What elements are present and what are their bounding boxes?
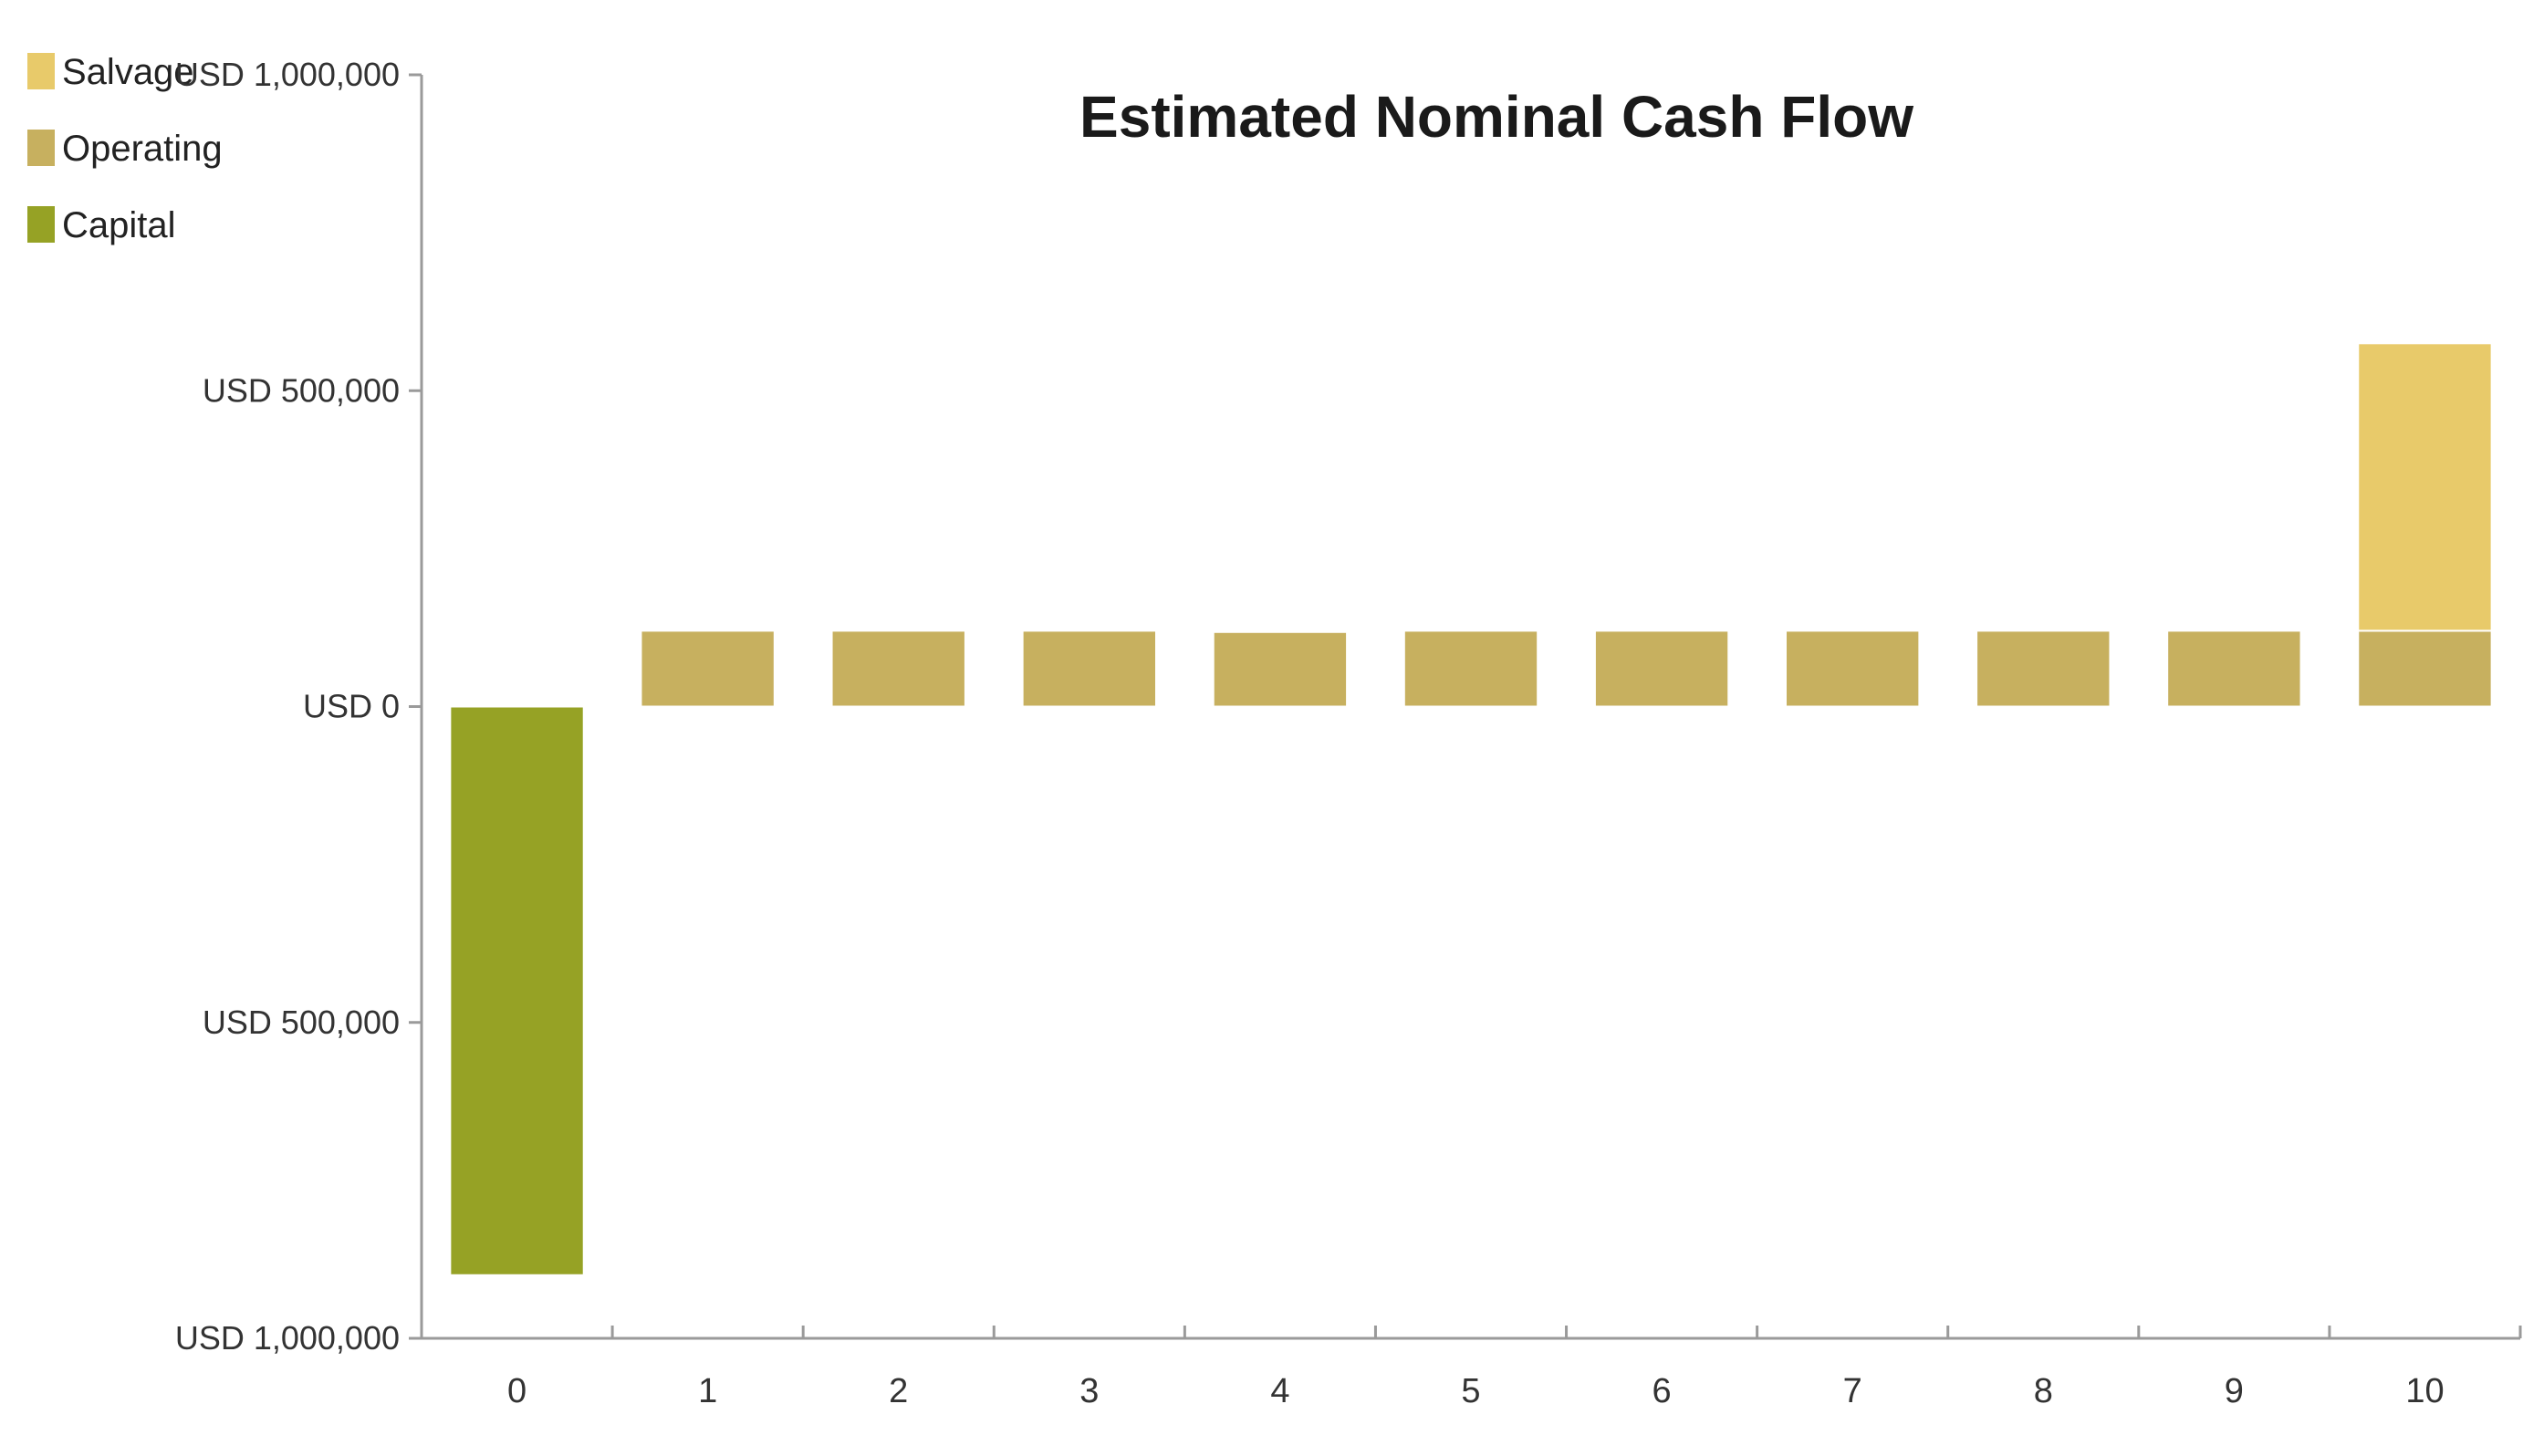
x-tick-label: 5	[1461, 1372, 1480, 1410]
bar-operating-2	[830, 629, 966, 708]
x-tick-label: 0	[507, 1372, 527, 1410]
y-tick-label: USD 1,000,000	[175, 1319, 400, 1357]
x-tick-label: 3	[1079, 1372, 1099, 1410]
bar-operating-5	[1402, 629, 1539, 708]
bar-operating-4	[1212, 630, 1349, 708]
legend-label-capital: Capital	[62, 205, 176, 245]
bar-operating-8	[1976, 629, 2111, 708]
x-tick-label: 4	[1270, 1372, 1289, 1410]
y-tick-label: USD 500,000	[203, 1004, 400, 1041]
x-tick-label: 6	[1653, 1372, 1672, 1410]
legend-swatch-operating	[27, 130, 55, 166]
x-tick-label: 10	[2405, 1372, 2444, 1410]
x-tick-label: 7	[1843, 1372, 1862, 1410]
y-tick-label: USD 1,000,000	[175, 56, 400, 93]
legend-swatch-salvage	[27, 53, 55, 89]
x-tick-label: 1	[698, 1372, 717, 1410]
legend-swatch-capital	[27, 206, 55, 243]
legend-label-salvage: Salvage	[62, 52, 194, 92]
bar-capital-0	[449, 705, 585, 1276]
bar-operating-6	[1593, 629, 1730, 708]
bar-operating-1	[640, 629, 776, 708]
x-tick-label: 9	[2225, 1372, 2244, 1410]
y-tick-label: USD 500,000	[203, 371, 400, 409]
chart-title: Estimated Nominal Cash Flow	[1079, 84, 1913, 150]
legend-label-operating: Operating	[62, 129, 223, 169]
y-axis-ticks: USD 1,000,000 USD 500,000 USD 0 USD 500,000…	[175, 56, 422, 1357]
x-axis-ticks: 0 1 2 3 4 5 6 7 8 9 10	[420, 1326, 2522, 1410]
y-tick-label: USD 0	[303, 688, 400, 725]
bar-operating-7	[1785, 629, 1921, 708]
legend: Salvage Operating Capital	[27, 52, 223, 245]
x-tick-label: 2	[889, 1372, 908, 1410]
bar-operating-10	[2357, 629, 2493, 708]
bar-operating-3	[1021, 629, 1157, 708]
bars	[449, 342, 2493, 1276]
x-tick-label: 8	[2034, 1372, 2053, 1410]
bar-operating-9	[2166, 629, 2302, 708]
bar-salvage-10	[2357, 342, 2493, 632]
